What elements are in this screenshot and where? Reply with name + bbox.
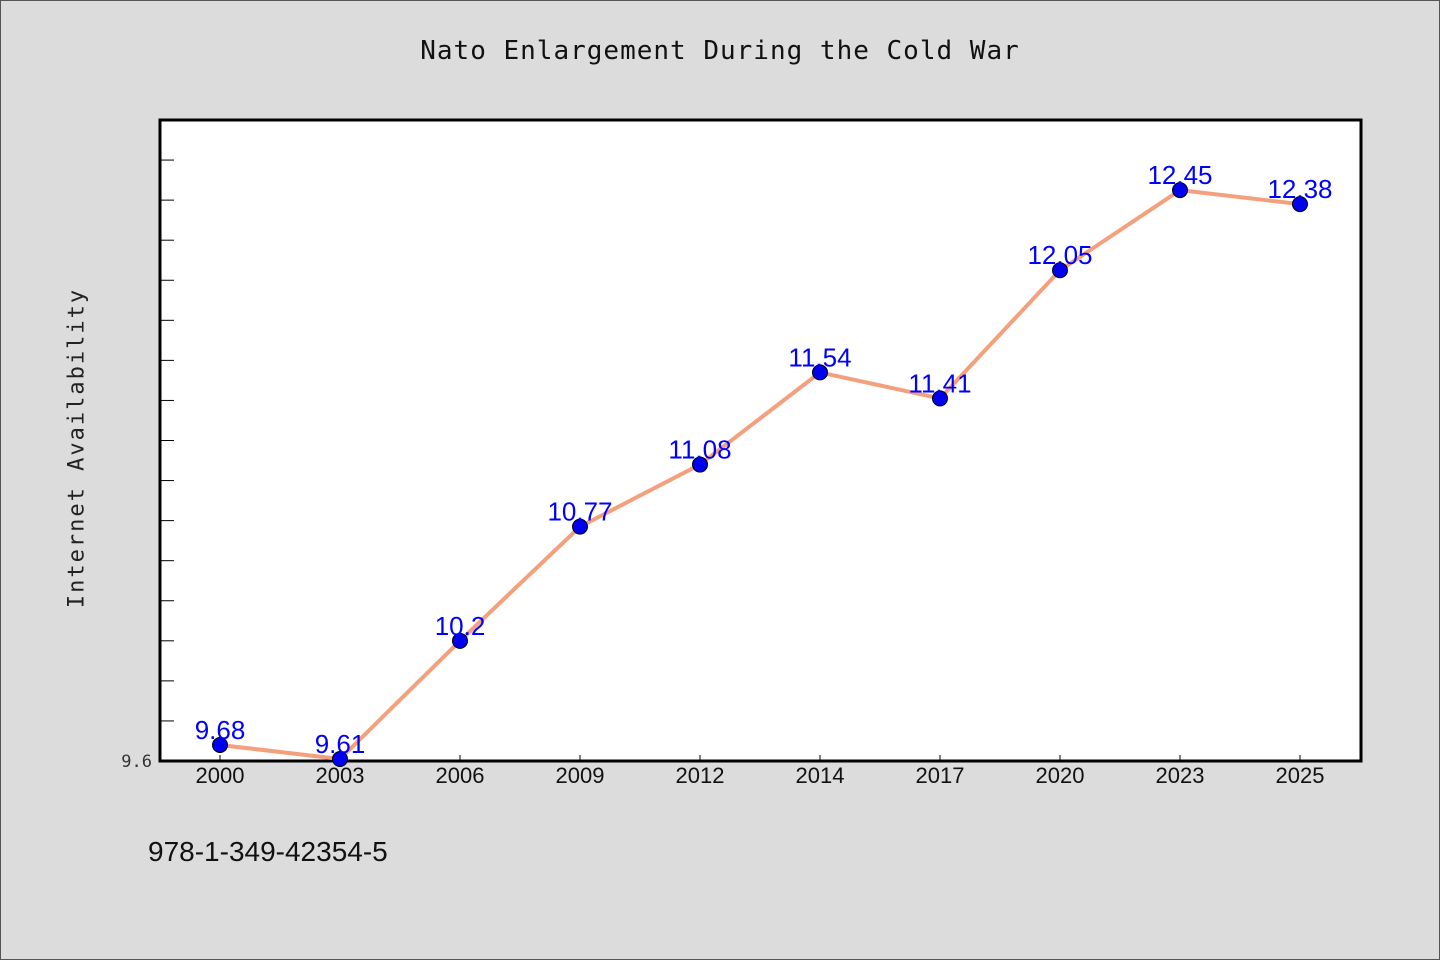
x-tick-label: 2014 — [796, 763, 845, 788]
data-point — [932, 390, 948, 407]
x-tick-label: 2006 — [436, 763, 485, 788]
x-tick-label: 2000 — [196, 763, 245, 788]
data-point — [1052, 262, 1068, 279]
x-tick-label: 2012 — [676, 763, 725, 788]
data-label: 11.54 — [788, 342, 851, 372]
data-label: 9.68 — [195, 715, 246, 745]
data-label: 11.08 — [668, 435, 731, 465]
data-point — [212, 736, 228, 753]
data-label: 11.41 — [908, 368, 971, 398]
plot-area — [158, 118, 1363, 763]
x-tick-label: 2009 — [556, 763, 605, 788]
data-point — [692, 456, 708, 473]
data-point — [572, 518, 588, 535]
data-point — [332, 750, 348, 767]
data-label: 12.05 — [1027, 240, 1092, 270]
data-label: 10.2 — [435, 611, 486, 641]
data-point — [812, 364, 828, 381]
data-label: 10.77 — [547, 497, 612, 527]
plot-area-group: 9.6 2000 2003 2006 2009 2012 2014 2017 2020 2023 2… — [121, 118, 1363, 788]
x-tick-label: 2020 — [1036, 763, 1085, 788]
data-point — [452, 632, 468, 649]
y-tick-label: 9.6 — [121, 752, 152, 772]
data-point — [1292, 196, 1308, 213]
data-point — [1172, 182, 1188, 199]
data-label: 12.38 — [1267, 174, 1332, 204]
x-tick-label: 2023 — [1156, 763, 1205, 788]
chart-title: Nato Enlargement During the Cold War — [420, 36, 1020, 66]
x-tick-label: 2003 — [316, 763, 365, 788]
data-label: 12.45 — [1147, 160, 1212, 190]
x-tick-label: 2017 — [916, 763, 965, 788]
series-line — [218, 188, 1302, 761]
x-tick-label: 2025 — [1276, 763, 1325, 788]
data-label: 9.61 — [315, 729, 366, 759]
footer-code: 978-1-349-42354-5 — [148, 836, 388, 867]
